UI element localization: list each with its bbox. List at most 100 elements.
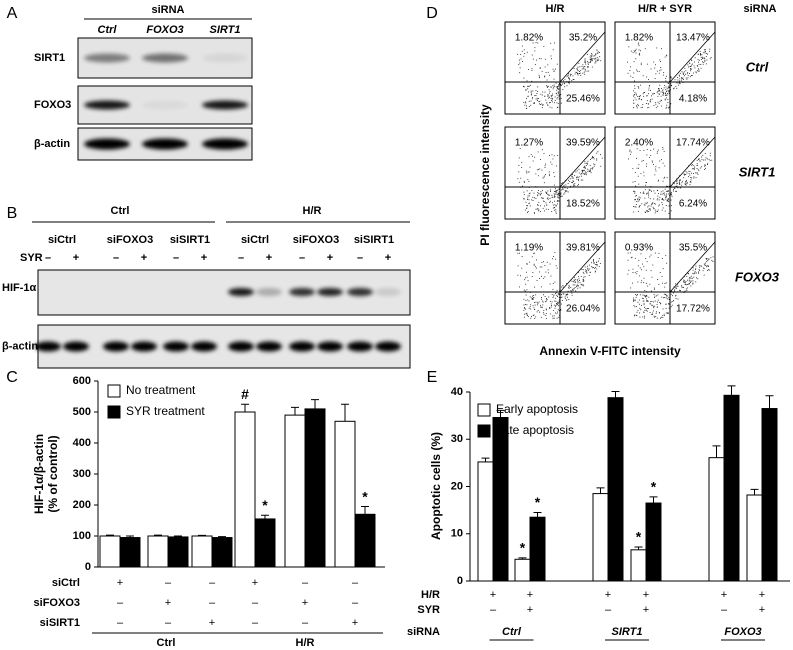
dot: [572, 284, 574, 286]
dot: [704, 49, 706, 51]
dot: [675, 85, 677, 87]
dot: [642, 106, 643, 108]
dot: [528, 100, 530, 102]
gate-line: [559, 31, 606, 83]
dot: [695, 172, 697, 174]
dot: [693, 173, 694, 174]
dot: [676, 178, 678, 180]
dot: [643, 282, 645, 284]
dot: [531, 299, 533, 300]
dot: [633, 94, 635, 96]
dot: [640, 253, 642, 255]
dot: [568, 287, 570, 289]
dot: [539, 271, 540, 273]
dot: [686, 183, 688, 185]
dot: [598, 258, 600, 260]
dot: [630, 153, 631, 155]
axis-title: HIF-1α/β-actin: [32, 434, 46, 514]
dot: [571, 80, 573, 82]
dot: [576, 176, 578, 178]
dot: [555, 292, 557, 294]
dot: [663, 177, 665, 179]
dot: [679, 175, 681, 177]
dot: [568, 83, 570, 85]
error-bar: [241, 403, 249, 412]
bar: [514, 558, 531, 582]
sign: –: [352, 597, 359, 609]
dot: [659, 90, 660, 91]
dot: [655, 170, 657, 172]
dot: [519, 59, 520, 61]
error-bar: [291, 406, 299, 416]
dot: [660, 91, 662, 93]
dot: [697, 59, 699, 61]
dot: [647, 308, 648, 309]
dot: [650, 99, 651, 101]
dot: [693, 165, 695, 167]
dot: [541, 266, 543, 268]
dot: [690, 70, 691, 72]
dot: [599, 56, 601, 58]
dot: [558, 191, 560, 193]
dot: [556, 102, 558, 104]
dot: [527, 280, 529, 282]
dot: [677, 77, 679, 78]
dot: [585, 174, 587, 176]
dot: [537, 42, 539, 44]
dot: [587, 62, 589, 64]
dot: [548, 97, 549, 99]
dot: [695, 268, 697, 270]
dot: [634, 272, 636, 274]
dot: [534, 50, 536, 52]
dot: [633, 61, 635, 63]
dot: [546, 102, 548, 104]
dot: [527, 199, 528, 200]
dot: [590, 58, 592, 60]
sign: –: [721, 604, 728, 616]
dot: [543, 201, 545, 202]
dot: [683, 292, 685, 293]
dot: [634, 94, 635, 95]
dot: [531, 276, 533, 277]
dot: [686, 284, 688, 286]
dot: [643, 204, 645, 206]
dot: [556, 94, 558, 96]
error-bar: [198, 534, 206, 536]
dot: [661, 209, 663, 211]
error-bar: [765, 395, 774, 409]
dot: [528, 199, 530, 201]
dot: [540, 306, 542, 308]
dot: [662, 148, 664, 150]
dot: [519, 67, 521, 69]
dot: [549, 102, 551, 103]
dot: [556, 303, 557, 304]
dot: [556, 267, 558, 269]
dot: [711, 260, 713, 261]
dot: [634, 51, 636, 53]
dot: [555, 193, 557, 195]
dot: [663, 315, 665, 317]
dot: [556, 201, 558, 202]
dot: [659, 160, 661, 162]
dot: [654, 297, 655, 298]
dot: [689, 62, 690, 64]
dot: [634, 199, 636, 201]
dot: [705, 63, 707, 65]
dot: [694, 272, 696, 274]
dot: [659, 302, 661, 303]
dot: [557, 97, 559, 98]
dot: [643, 192, 645, 194]
dot: [636, 195, 637, 196]
dot: [566, 190, 568, 192]
dot: [549, 263, 551, 265]
dot: [535, 95, 537, 97]
dot: [652, 312, 654, 314]
dot: [686, 290, 688, 291]
dot: [649, 157, 650, 159]
dot: [670, 210, 672, 212]
sign: –: [117, 597, 124, 609]
dot: [558, 192, 559, 194]
dot: [549, 283, 551, 285]
row-label: FOXO3: [34, 99, 71, 111]
dot: [670, 76, 672, 78]
